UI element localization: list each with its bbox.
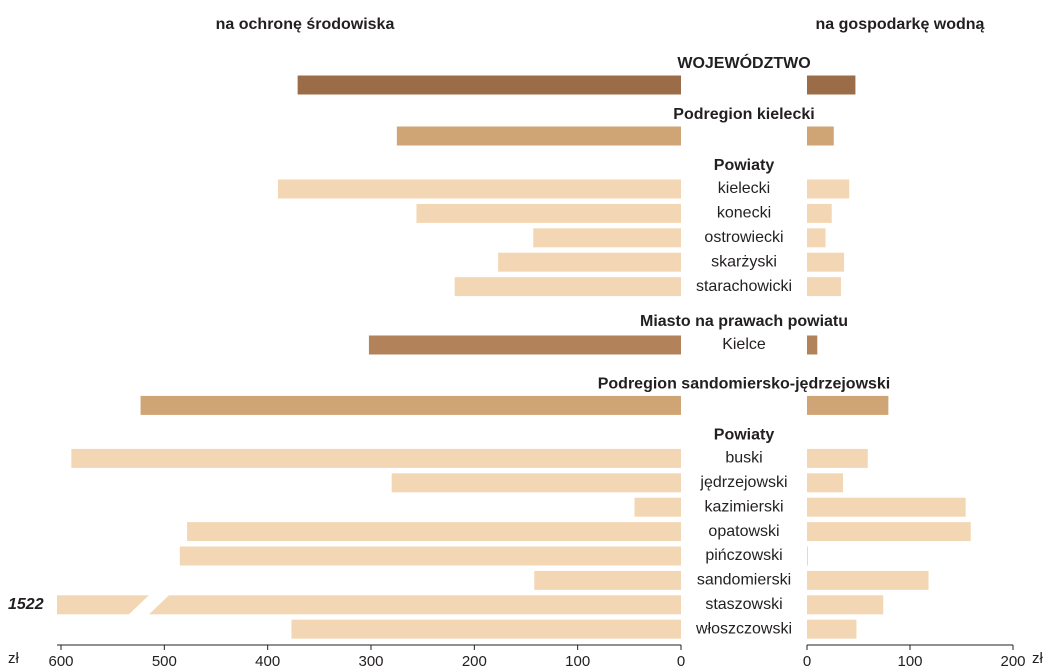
- unit-label: zł: [1032, 650, 1044, 667]
- category-label: włoszczowski: [695, 620, 792, 637]
- category-label: skarżyski: [711, 253, 777, 270]
- bar: [391, 473, 681, 493]
- axis-break: [128, 594, 170, 616]
- bar: [807, 497, 966, 517]
- x-tick-label: 200: [1000, 653, 1025, 670]
- bar: [807, 595, 884, 615]
- category-label: starachowicki: [696, 278, 792, 295]
- bar: [187, 522, 682, 542]
- category-label: sandomierski: [697, 572, 791, 589]
- bar: [807, 75, 856, 95]
- section-heading: Miasto na prawach powiatu: [640, 313, 848, 330]
- right-title: na gospodarkę wodną: [816, 16, 985, 33]
- bar: [140, 395, 682, 415]
- section-heading: Powiaty: [714, 157, 775, 174]
- category-label: kazimierski: [704, 498, 783, 515]
- bar: [498, 252, 681, 272]
- category-heading: Podregion kielecki: [673, 106, 814, 123]
- bar: [807, 395, 889, 415]
- bar: [278, 179, 681, 199]
- x-tick-label: 0: [803, 653, 811, 670]
- bar: [807, 179, 850, 199]
- bar: [533, 228, 681, 248]
- bar: [297, 75, 681, 95]
- left-title: na ochronę środowiska: [216, 16, 395, 33]
- bar: [57, 595, 681, 615]
- bar: [807, 126, 834, 146]
- bar: [179, 546, 682, 566]
- bar: [807, 619, 857, 639]
- bar: [71, 448, 682, 468]
- x-tick-label: 500: [152, 653, 177, 670]
- category-label: ostrowiecki: [704, 229, 783, 246]
- category-label: staszowski: [705, 596, 782, 613]
- bar: [807, 546, 809, 566]
- unit-label: zł: [8, 650, 20, 667]
- category-heading: WOJEWÓDZTWO: [677, 53, 810, 72]
- category-label: buski: [725, 450, 762, 467]
- x-tick-label: 200: [462, 653, 487, 670]
- bar: [454, 277, 681, 297]
- category-label: jędrzejowski: [699, 474, 787, 491]
- x-tick-label: 100: [565, 653, 590, 670]
- bar: [807, 570, 929, 590]
- value-label: 1522: [8, 596, 44, 613]
- category-heading: Podregion sandomiersko-jędrzejowski: [598, 376, 891, 393]
- x-tick-label: 300: [358, 653, 383, 670]
- bar: [807, 473, 844, 493]
- bar: [634, 497, 681, 517]
- bar: [368, 335, 681, 355]
- category-label: konecki: [717, 205, 771, 222]
- bar: [807, 335, 818, 355]
- x-tick-label: 600: [48, 653, 73, 670]
- bar: [291, 619, 681, 639]
- x-tick-label: 400: [255, 653, 280, 670]
- category-label: pińczowski: [705, 547, 782, 564]
- bar: [534, 570, 681, 590]
- x-tick-label: 100: [897, 653, 922, 670]
- bar: [807, 448, 868, 468]
- category-label: opatowski: [708, 523, 779, 540]
- bar: [807, 277, 841, 297]
- category-label: Kielce: [722, 336, 766, 353]
- bar: [807, 522, 971, 542]
- category-label: kielecki: [718, 180, 770, 197]
- section-heading: Powiaty: [714, 427, 775, 444]
- bar: [807, 252, 845, 272]
- bar: [396, 126, 681, 146]
- x-tick-label: 0: [677, 653, 685, 670]
- bar: [807, 203, 832, 223]
- bar: [416, 203, 681, 223]
- bar: [807, 228, 826, 248]
